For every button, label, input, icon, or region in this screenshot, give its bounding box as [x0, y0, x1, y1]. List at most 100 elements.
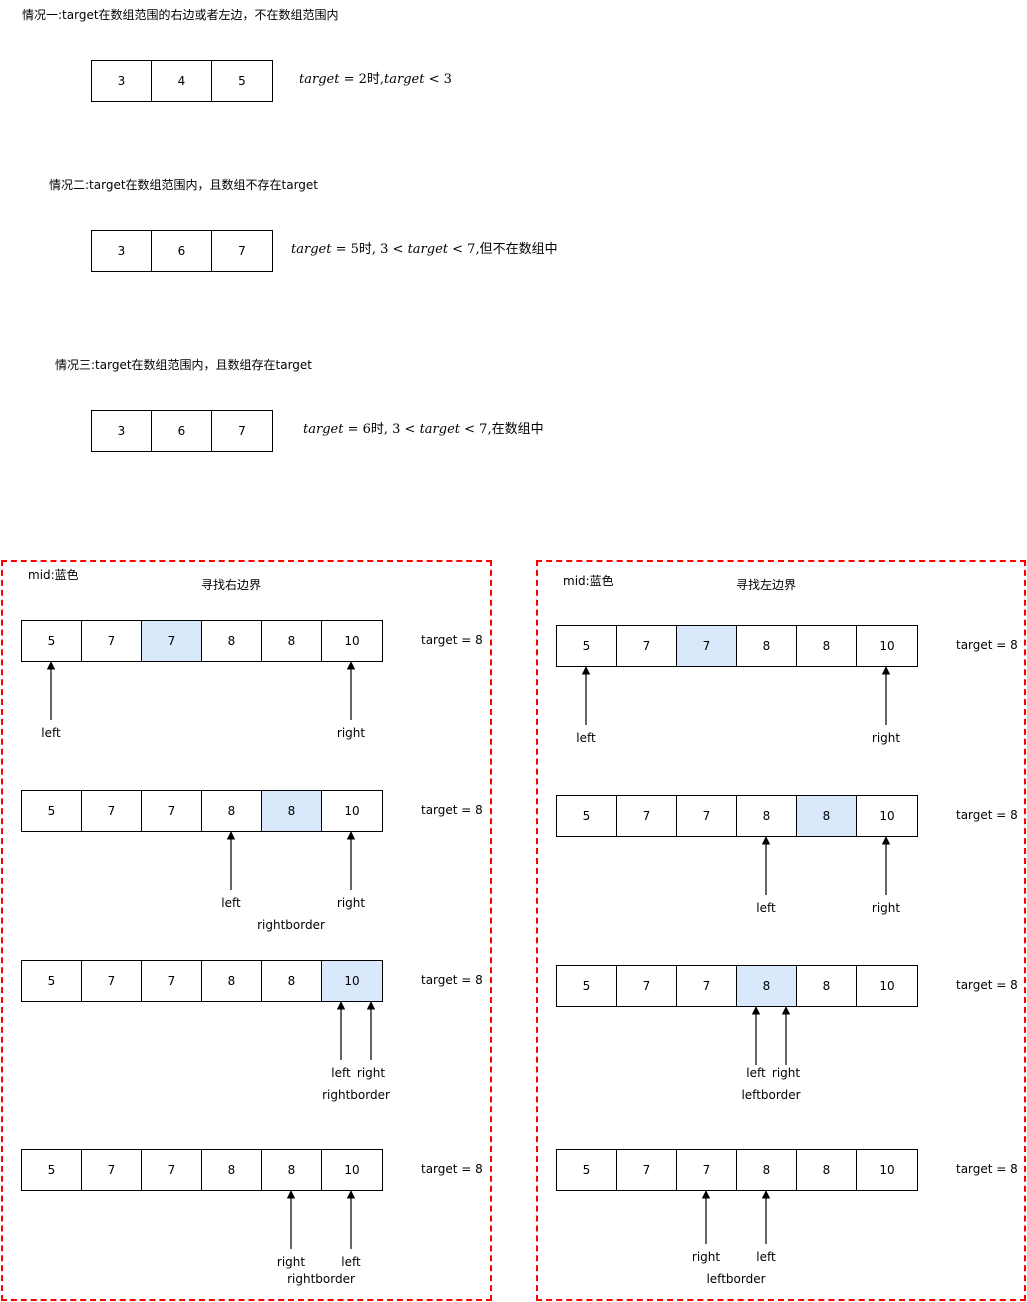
border-label: leftborder — [741, 1088, 801, 1102]
mid-legend: mid:蓝色 — [28, 568, 79, 582]
case-3-formula: target = 6时, 3 < target < 7,在数组中 — [303, 422, 544, 437]
array-cell: 7 — [238, 244, 246, 258]
array-cell: 7 — [82, 1150, 142, 1190]
step-array: 5 7 7 8 8 10 — [556, 1149, 918, 1191]
pointer-label: left — [576, 731, 596, 745]
target-label: target = 8 — [956, 978, 1018, 992]
array-cell: 10 — [879, 979, 895, 993]
target-label: target = 8 — [956, 1162, 1018, 1176]
array-cell: 5 — [22, 621, 82, 661]
array-cell: 6 — [152, 231, 212, 271]
array-cell: 5 — [557, 626, 617, 666]
panel-title: 寻找右边界 — [201, 578, 262, 592]
array-cell: 8 — [737, 626, 797, 666]
array-cell: 4 — [152, 61, 212, 101]
array-cell: 7 — [677, 966, 737, 1006]
array-cell: 10 — [879, 1163, 895, 1177]
case-3-array: 3 6 7 — [91, 410, 273, 452]
array-cell: 3 — [92, 411, 152, 451]
array-cell: 8 — [797, 966, 857, 1006]
pointer-label: left — [746, 1066, 766, 1080]
array-cell: 8 — [737, 796, 797, 836]
step-array: 5 7 7 8 8 10 — [21, 960, 383, 1002]
case-2-title: 情况二:target在数组范围内，且数组不存在target — [49, 178, 319, 192]
array-cell: 7 — [677, 1150, 737, 1190]
border-label: rightborder — [287, 1272, 355, 1286]
array-cell: 8 — [262, 961, 322, 1001]
step-array: 5 7 7 8 8 10 — [21, 1149, 383, 1191]
array-cell: 7 — [238, 424, 246, 438]
array-cell: 10 — [879, 639, 895, 653]
array-cell: 8 — [202, 621, 262, 661]
array-cell: 7 — [82, 961, 142, 1001]
pointer-label: right — [276, 1255, 306, 1269]
border-label: rightborder — [322, 1088, 390, 1102]
array-cell: 3 — [92, 61, 152, 101]
right-border-panel — [1, 560, 492, 1301]
mid-cell: 7 — [142, 621, 202, 661]
array-cell: 8 — [202, 791, 262, 831]
array-cell: 8 — [797, 626, 857, 666]
case-1-array: 3 4 5 — [91, 60, 273, 102]
left-border-panel — [536, 560, 1026, 1301]
pointer-label: right — [691, 1250, 721, 1264]
target-label: target = 8 — [956, 808, 1018, 822]
pointer-label: left — [221, 896, 241, 910]
pointer-label: right — [356, 1066, 386, 1080]
target-label: target = 8 — [421, 1162, 483, 1176]
mid-cell: 7 — [677, 626, 737, 666]
array-cell: 5 — [22, 961, 82, 1001]
step-array: 5 7 7 8 8 10 — [21, 790, 383, 832]
array-cell: 10 — [879, 809, 895, 823]
array-cell: 5 — [557, 796, 617, 836]
array-cell: 10 — [344, 634, 360, 648]
mid-cell: 8 — [737, 966, 797, 1006]
case-1-title: 情况一:target在数组范围的右边或者左边，不在数组范围内 — [22, 8, 339, 22]
pointer-label: right — [871, 731, 901, 745]
array-cell: 5 — [557, 1150, 617, 1190]
pointer-label: left — [341, 1255, 361, 1269]
mid-cell: 8 — [797, 796, 857, 836]
pointer-label: left — [756, 1250, 776, 1264]
target-label: target = 8 — [421, 803, 483, 817]
mid-cell: 8 — [262, 791, 322, 831]
array-cell: 8 — [262, 621, 322, 661]
array-cell: 3 — [92, 231, 152, 271]
array-cell: 7 — [82, 791, 142, 831]
array-cell: 5 — [238, 74, 246, 88]
mid-legend: mid:蓝色 — [563, 574, 614, 588]
step-array: 5 7 7 8 8 10 — [556, 795, 918, 837]
array-cell: 7 — [82, 621, 142, 661]
step-array: 5 7 7 8 8 10 — [21, 620, 383, 662]
array-cell: 7 — [677, 796, 737, 836]
case-1-formula: target = 2时,target < 3 — [299, 72, 452, 87]
target-label: target = 8 — [421, 633, 483, 647]
array-cell: 10 — [344, 1163, 360, 1177]
array-cell: 7 — [617, 966, 677, 1006]
array-cell: 7 — [142, 791, 202, 831]
pointer-label: right — [336, 896, 366, 910]
step-array: 5 7 7 8 8 10 — [556, 965, 918, 1007]
array-cell: 7 — [142, 1150, 202, 1190]
array-cell: 7 — [617, 626, 677, 666]
case-2-formula: target = 5时, 3 < target < 7,但不在数组中 — [291, 242, 558, 257]
array-cell: 8 — [797, 1150, 857, 1190]
border-label: rightborder — [257, 918, 325, 932]
step-array: 5 7 7 8 8 10 — [556, 625, 918, 667]
array-cell: 8 — [202, 961, 262, 1001]
pointer-label: right — [336, 726, 366, 740]
pointer-label: left — [41, 726, 61, 740]
pointer-label: right — [771, 1066, 801, 1080]
case-2-array: 3 6 7 — [91, 230, 273, 272]
mid-cell: 10 — [322, 961, 382, 1001]
array-cell: 7 — [617, 1150, 677, 1190]
array-cell: 5 — [22, 1150, 82, 1190]
array-cell: 8 — [737, 1150, 797, 1190]
pointer-label: right — [871, 901, 901, 915]
border-label: leftborder — [706, 1272, 766, 1286]
target-label: target = 8 — [421, 973, 483, 987]
array-cell: 7 — [142, 961, 202, 1001]
pointer-label: left — [756, 901, 776, 915]
case-3-title: 情况三:target在数组范围内，且数组存在target — [55, 358, 313, 372]
